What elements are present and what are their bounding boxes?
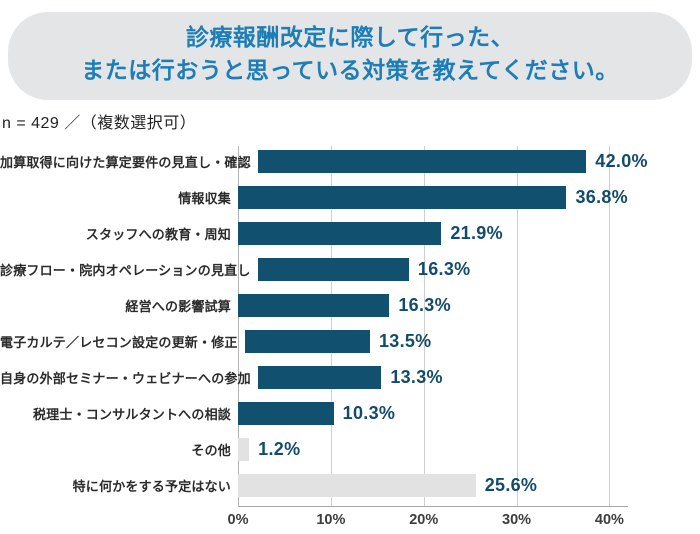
bar — [244, 330, 370, 354]
gridline — [238, 145, 239, 506]
value-label: 16.3% — [417, 259, 471, 280]
category-label: 診療フロー・院内オペレーションの見直し — [0, 263, 251, 279]
bar — [238, 222, 442, 246]
category-label: 自身の外部セミナー・ウェビナーへの参加 — [0, 371, 251, 387]
chart-title-line-2: または行おうと思っている対策を教えてください。 — [81, 57, 619, 84]
x-axis-tick-label: 30% — [502, 511, 532, 528]
value-label: 10.3% — [342, 403, 396, 424]
chart-row: スタッフへの教育・周知 21.9% — [0, 216, 700, 252]
bar-track: 36.8% — [238, 180, 628, 216]
bar — [257, 258, 409, 282]
chart-row: 経営への影響試算 16.3% — [0, 288, 700, 324]
bar — [238, 402, 334, 426]
bar-track: 25.6% — [238, 468, 628, 504]
chart-row: 診療フロー・院内オペレーションの見直し 16.3% — [0, 252, 700, 288]
category-label: 電子カルテ／レセコン設定の更新・修正 — [0, 335, 238, 351]
bar-track: 1.2% — [238, 432, 628, 468]
gridline — [516, 145, 518, 506]
gridlines — [238, 145, 628, 507]
gridline — [609, 145, 611, 506]
value-label: 36.8% — [575, 187, 628, 208]
value-label: 21.9% — [450, 223, 503, 244]
bar-track: 13.3% — [257, 360, 648, 396]
chart-title-banner: 診療報酬改定に際して行った、 または行おうと思っている対策を教えてください。 — [8, 12, 692, 100]
chart-title-line-1: 診療報酬改定に際して行った、 — [185, 24, 515, 50]
value-label: 13.3% — [390, 367, 443, 388]
bar-track: 16.3% — [238, 288, 628, 324]
category-label: スタッフへの教育・周知 — [85, 227, 231, 243]
sample-size-note: n = 429 ／（複数選択可） — [2, 114, 197, 132]
bar-track: 10.3% — [238, 396, 628, 432]
value-label: 25.6% — [484, 475, 538, 496]
value-label: 1.2% — [258, 439, 301, 460]
category-label: 情報収集 — [178, 191, 231, 207]
x-axis-tick-label: 20% — [409, 511, 439, 528]
plot-area: 加算取得に向けた算定要件の見直し・確認 42.0% 情報収集 36.8% スタッフへの教… — [0, 144, 700, 507]
category-label: 加算取得に向けた算定要件の見直し・確認 — [0, 155, 251, 171]
x-axis: 0% 10% 20% 30% 40% — [228, 504, 628, 534]
bar — [257, 366, 382, 390]
bar — [238, 474, 476, 498]
bar-track: 13.5% — [244, 324, 635, 360]
x-axis-tick-label: 0% — [227, 511, 249, 528]
chart-row: 電子カルテ／レセコン設定の更新・修正 13.5% — [0, 324, 700, 360]
x-axis-tick-label: 10% — [316, 511, 346, 528]
chart-row: 特に何かをする予定はない 25.6% — [0, 468, 700, 504]
gridline — [330, 145, 332, 506]
bar-track: 16.3% — [257, 252, 648, 288]
bar — [257, 150, 587, 174]
value-label: 13.5% — [378, 331, 432, 352]
category-label: その他 — [191, 443, 231, 459]
x-axis-tick-label: 40% — [594, 511, 624, 528]
gridline — [423, 145, 425, 506]
chart-row: 自身の外部セミナー・ウェビナーへの参加 13.3% — [0, 360, 700, 396]
category-label: 特に何かをする予定はない — [72, 479, 231, 495]
bar-chart: 加算取得に向けた算定要件の見直し・確認 42.0% 情報収集 36.8% スタッフへの教… — [0, 144, 700, 534]
bar-rows: 加算取得に向けた算定要件の見直し・確認 42.0% 情報収集 36.8% スタッフへの教… — [0, 144, 700, 504]
value-label: 42.0% — [595, 151, 648, 172]
category-label: 税理士・コンサルタントへの相談 — [32, 407, 231, 423]
value-label: 16.3% — [398, 295, 451, 316]
chart-row: 情報収集 36.8% — [0, 180, 700, 216]
chart-row: 加算取得に向けた算定要件の見直し・確認 42.0% — [0, 144, 700, 180]
bar-track: 42.0% — [257, 144, 648, 180]
bar — [238, 186, 567, 210]
bar-track: 21.9% — [238, 216, 628, 252]
category-label: 経営への影響試算 — [125, 299, 231, 315]
chart-row: その他 1.2% — [0, 432, 700, 468]
bar — [238, 438, 250, 462]
chart-row: 税理士・コンサルタントへの相談 10.3% — [0, 396, 700, 432]
bar — [238, 294, 390, 318]
